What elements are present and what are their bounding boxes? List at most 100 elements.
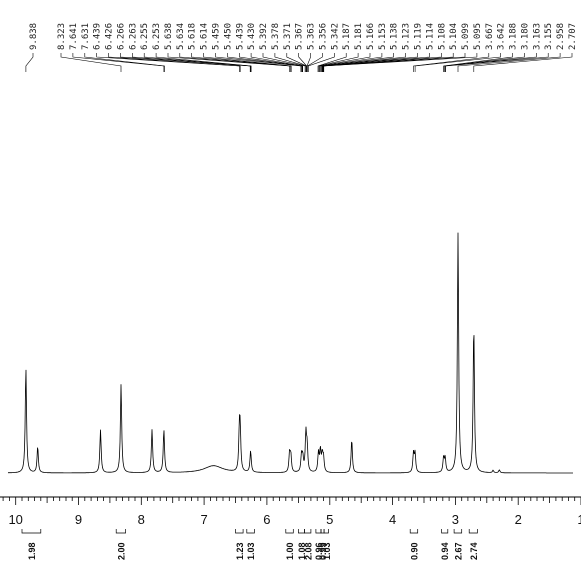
peak-label: 5.119 <box>414 23 424 50</box>
peak-leader-line <box>96 53 240 72</box>
integral-label: 2.08 <box>303 542 313 560</box>
integral-bracket <box>409 529 419 534</box>
peak-leader-line <box>84 53 165 72</box>
peak-leader-line <box>72 53 165 72</box>
peak-label: 5.166 <box>366 23 376 50</box>
peak-leader-line <box>250 53 303 72</box>
peak-leader-line <box>445 53 549 72</box>
integral-bracket <box>235 529 244 534</box>
integral-bracket <box>21 529 42 534</box>
x-tick-label: 9 <box>75 512 82 527</box>
peak-leader-line <box>262 53 306 72</box>
peak-label: 3.642 <box>497 23 507 50</box>
peak-leader-line <box>306 53 311 72</box>
peak-leader-lines <box>25 53 573 72</box>
integral-bracket <box>298 529 305 534</box>
peak-label-group: 9.838 8.323 7.641 7.631 6.439 6.426 6.266 6.263… <box>29 23 578 50</box>
peak-leader-line <box>274 53 307 72</box>
peak-leader-line <box>317 53 347 72</box>
peak-leader-line <box>320 53 394 72</box>
x-tick-label: 4 <box>389 512 396 527</box>
integral-bracket <box>246 529 255 534</box>
peak-label: 5.123 <box>402 23 412 50</box>
integral-label: 0.90 <box>409 542 419 560</box>
peak-leader-line <box>318 53 359 72</box>
integral-label: 0.96 <box>314 542 324 560</box>
peak-leader-line <box>108 53 241 72</box>
peak-label: 5.367 <box>295 23 305 50</box>
integral-bracket <box>441 529 449 534</box>
peak-label: 8.323 <box>57 23 67 50</box>
peak-label: 5.634 <box>176 23 186 50</box>
peak-label: 5.378 <box>271 23 281 50</box>
peak-label: 5.104 <box>449 23 459 50</box>
peak-leader-line <box>227 53 302 72</box>
peak-label: 6.439 <box>93 23 103 50</box>
peak-label: 7.641 <box>69 23 79 50</box>
peak-leader-line <box>443 53 525 72</box>
peak-leader-line <box>155 53 252 72</box>
peak-leader-line <box>25 53 34 72</box>
peak-label: 6.426 <box>105 23 115 50</box>
peak-label: 6.253 <box>152 23 162 50</box>
peak-leader-line <box>179 53 291 72</box>
peak-label: 7.631 <box>81 23 91 50</box>
peak-label: 5.459 <box>212 23 222 50</box>
spectrum-trace <box>7 232 573 474</box>
peak-leader-line <box>203 53 292 72</box>
x-tick-label: 10 <box>8 512 22 527</box>
peak-leader-line <box>444 53 537 72</box>
integral-label: 2.00 <box>116 542 126 560</box>
x-tick-label: 7 <box>200 512 207 527</box>
peak-label: 5.181 <box>354 23 364 50</box>
integral-label: 1.00 <box>285 542 295 560</box>
peak-label: 3.155 <box>544 23 554 50</box>
peak-leader-line <box>322 53 430 72</box>
peak-leader-line <box>413 53 490 72</box>
integral-label: 1.23 <box>235 542 245 560</box>
peak-label: 5.153 <box>378 23 388 50</box>
peak-label: 5.614 <box>200 23 210 50</box>
x-axis: 10 9 8 7 6 5 4 3 2 1 <box>0 496 581 527</box>
peak-leader-line <box>323 53 478 72</box>
peak-label: 5.095 <box>473 23 483 50</box>
peak-label: 3.163 <box>532 23 542 50</box>
peak-label: 5.618 <box>188 23 198 50</box>
peak-label: 5.138 <box>390 23 400 50</box>
peak-label: 5.187 <box>342 23 352 50</box>
peak-label: 2.958 <box>556 23 566 50</box>
peak-label: 3.188 <box>509 23 519 50</box>
peak-label: 5.450 <box>223 23 233 50</box>
peak-leader-line <box>308 53 335 72</box>
peak-label: 3.667 <box>485 23 495 50</box>
integral-bracket <box>285 529 294 534</box>
peak-leader-line <box>319 53 383 72</box>
integral-label: 1.03 <box>246 542 256 560</box>
peak-label: 2.707 <box>568 23 578 50</box>
peak-leader-line <box>239 53 303 72</box>
integral-bracket <box>320 529 325 534</box>
peak-leader-line <box>215 53 302 72</box>
peak-label: 9.838 <box>29 23 39 50</box>
peak-leader-line <box>443 53 513 72</box>
peak-label: 5.099 <box>461 23 471 50</box>
x-tick-label: 8 <box>138 512 145 527</box>
peak-label: 6.263 <box>128 23 138 50</box>
integral-label: 0.99 <box>318 542 328 560</box>
integral-bracket <box>453 529 463 534</box>
peak-label: 5.439 <box>235 23 245 50</box>
integral-label: 1.98 <box>27 542 37 560</box>
x-tick-label: 1 <box>577 512 581 527</box>
peak-label: 5.363 <box>307 23 317 50</box>
x-tick-label: 5 <box>326 512 333 527</box>
integral-label: 1.03 <box>322 542 332 560</box>
peak-label: 6.255 <box>140 23 150 50</box>
peak-leader-line <box>191 53 292 72</box>
integral-bracket <box>304 529 312 534</box>
peak-label: 5.108 <box>437 23 447 50</box>
peak-leader-line <box>473 53 573 72</box>
peak-label: 5.430 <box>247 23 257 50</box>
peak-leader-line <box>319 53 371 72</box>
integral-label: 2.74 <box>469 542 479 560</box>
peak-leader-line <box>414 53 501 72</box>
